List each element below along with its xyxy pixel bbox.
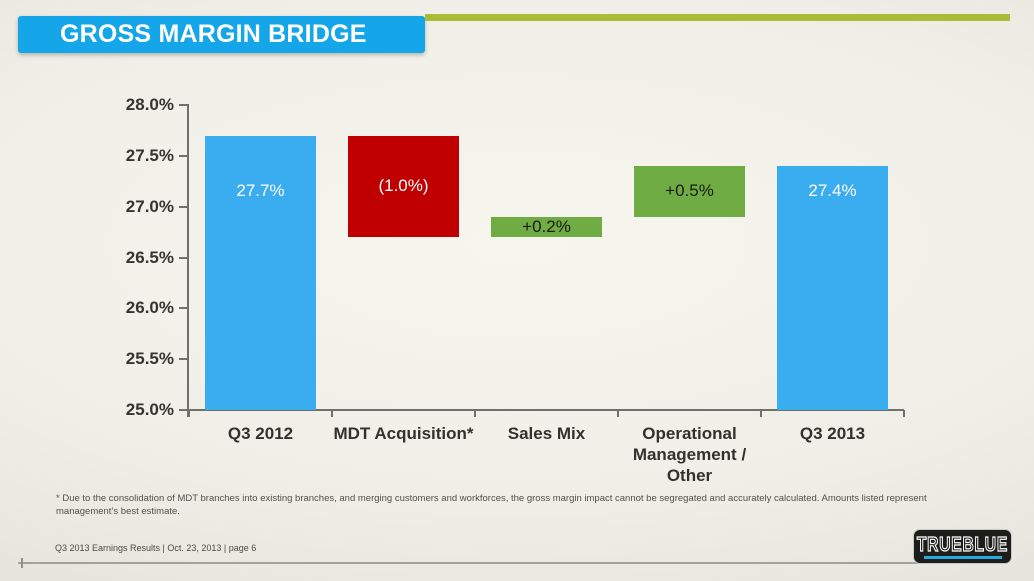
- x-axis-tick: [474, 410, 476, 417]
- trueblue-logo: TRUEBLUE: [913, 529, 1012, 564]
- category-label-4: Operational Management / Other: [632, 424, 747, 485]
- bar-3: [491, 216, 602, 238]
- category-label-1: Q3 2012: [227, 424, 294, 443]
- y-axis-tick-label: 26.0%: [125, 298, 174, 318]
- accent-line: [425, 14, 1010, 21]
- y-axis-tick-label: 25.0%: [125, 400, 174, 419]
- y-axis-tick-label: 25.5%: [125, 349, 174, 369]
- y-axis-tick-label: 27.5%: [125, 145, 174, 165]
- y-axis-line: [187, 104, 189, 417]
- y-axis-tick-label: 27.0%: [125, 196, 174, 216]
- bar-value-label-4: +0.5%: [665, 181, 714, 201]
- category-label-5: Q3 2013: [799, 424, 866, 443]
- x-axis-line: [189, 409, 904, 411]
- trueblue-logo-text: TRUEBLUE: [916, 533, 1009, 556]
- footnote: * Due to the consolidation of MDT branch…: [56, 492, 927, 518]
- bar-2: [348, 135, 459, 238]
- footnote-line-1: * Due to the consolidation of MDT branch…: [56, 493, 927, 504]
- y-axis-tick: [179, 358, 189, 361]
- title-banner: GROSS MARGIN BRIDGE: [18, 16, 425, 53]
- bar-5: [777, 166, 888, 410]
- bar-value-label-2: (1.0%): [378, 176, 429, 196]
- y-axis-tick-label: 28.0%: [125, 95, 174, 114]
- y-axis-tick-label: 26.5%: [125, 247, 174, 267]
- category-label-2: MDT Acquisition*: [333, 424, 474, 443]
- x-axis-tick: [760, 410, 762, 417]
- y-axis-tick: [179, 307, 189, 310]
- bar-value-label-5: 27.4%: [808, 181, 857, 201]
- x-axis-tick: [188, 410, 190, 417]
- footer-text: Q3 2013 Earnings Results | Oct. 23, 2013…: [55, 543, 257, 553]
- y-axis-tick: [179, 205, 189, 208]
- x-axis-tick: [617, 410, 619, 417]
- bar-value-label-1: 27.7%: [236, 181, 285, 201]
- x-axis-tick: [331, 410, 333, 417]
- y-axis-tick: [179, 256, 189, 259]
- footnote-line-2: management’s best estimate.: [56, 506, 180, 517]
- category-label-3: Sales Mix: [507, 424, 586, 443]
- trueblue-logo-underline: [923, 555, 1002, 559]
- bar-1: [205, 135, 316, 410]
- x-axis-tick: [903, 410, 905, 417]
- y-axis-tick: [179, 104, 189, 106]
- bottom-rule-tick: [21, 558, 23, 568]
- page-title: GROSS MARGIN BRIDGE: [60, 20, 367, 48]
- y-axis-tick: [179, 409, 189, 411]
- bar-4: [634, 166, 745, 217]
- y-axis-tick: [179, 154, 189, 157]
- bar-value-label-3: +0.2%: [522, 217, 571, 236]
- bottom-rule: [18, 558, 920, 568]
